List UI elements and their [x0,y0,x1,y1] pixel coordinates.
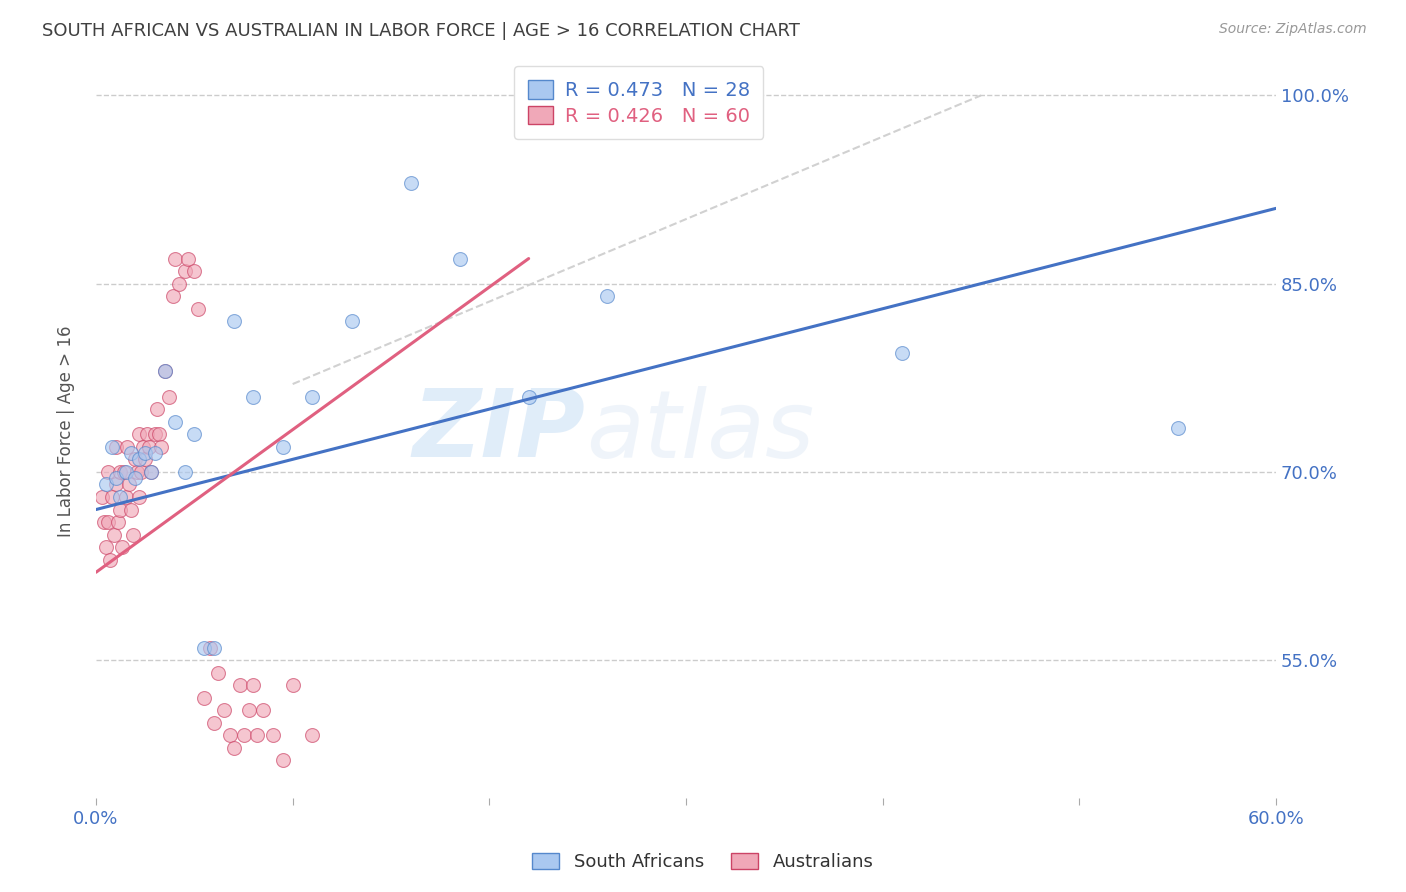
Point [136,427,159,442]
Point [94,477,117,491]
Point [399,176,422,190]
Point [173,264,195,278]
Point [134,446,156,460]
Point [183,427,205,442]
Point [232,728,254,742]
Point [128,452,150,467]
Point [228,678,250,692]
Point [100,490,122,504]
Point [271,754,294,768]
Point [177,252,200,266]
Point [167,277,190,291]
Point [108,465,131,479]
Point [242,678,264,692]
Point [173,465,195,479]
Y-axis label: In Labor Force | Age > 16: In Labor Force | Age > 16 [58,326,75,537]
Point [301,728,323,742]
Point [301,390,323,404]
Point [146,402,169,417]
Point [198,640,221,655]
Point [238,703,260,717]
Point [103,527,125,541]
Text: Source: ZipAtlas.com: Source: ZipAtlas.com [1219,22,1367,37]
Point [207,665,229,680]
Point [129,465,152,479]
Point [252,703,274,717]
Point [449,252,471,266]
Point [1167,421,1189,435]
Point [108,502,131,516]
Point [139,465,162,479]
Point [281,678,304,692]
Point [128,490,150,504]
Point [139,465,162,479]
Text: ZIP: ZIP [413,385,586,477]
Point [107,515,129,529]
Point [97,515,120,529]
Point [153,364,176,378]
Point [242,390,264,404]
Point [120,446,142,460]
Point [104,440,127,454]
Point [124,452,146,467]
Point [271,440,294,454]
Point [202,640,225,655]
Point [246,728,269,742]
Point [112,465,135,479]
Point [100,440,122,454]
Point [222,740,245,755]
Point [162,289,184,303]
Text: atlas: atlas [586,385,814,476]
Point [143,427,166,442]
Point [596,289,619,303]
Point [340,314,363,328]
Point [153,364,176,378]
Point [193,640,215,655]
Point [104,477,127,491]
Point [118,477,141,491]
Point [127,465,149,479]
Point [202,715,225,730]
Point [134,452,156,467]
Point [193,690,215,705]
Point [132,440,155,454]
Point [110,540,132,554]
Text: SOUTH AFRICAN VS AUSTRALIAN IN LABOR FORCE | AGE > 16 CORRELATION CHART: SOUTH AFRICAN VS AUSTRALIAN IN LABOR FOR… [42,22,800,40]
Point [108,490,131,504]
Point [98,552,121,566]
Point [93,515,115,529]
Point [222,314,245,328]
Point [97,465,120,479]
Point [149,440,172,454]
Point [117,440,139,454]
Point [212,703,235,717]
Point [148,427,170,442]
Point [187,301,209,316]
Point [104,471,127,485]
Point [114,490,136,504]
Point [163,252,186,266]
Point [157,390,180,404]
Point [94,540,117,554]
Legend: South Africans, Australians: South Africans, Australians [526,846,880,879]
Legend: R = 0.473   N = 28, R = 0.426   N = 60: R = 0.473 N = 28, R = 0.426 N = 60 [515,66,763,139]
Point [114,465,136,479]
Point [120,502,142,516]
Point [90,490,112,504]
Point [138,440,160,454]
Point [124,471,146,485]
Point [517,390,540,404]
Point [891,345,914,359]
Point [122,527,145,541]
Point [143,446,166,460]
Point [128,427,150,442]
Point [183,264,205,278]
Point [262,728,284,742]
Point [218,728,240,742]
Point [163,415,186,429]
